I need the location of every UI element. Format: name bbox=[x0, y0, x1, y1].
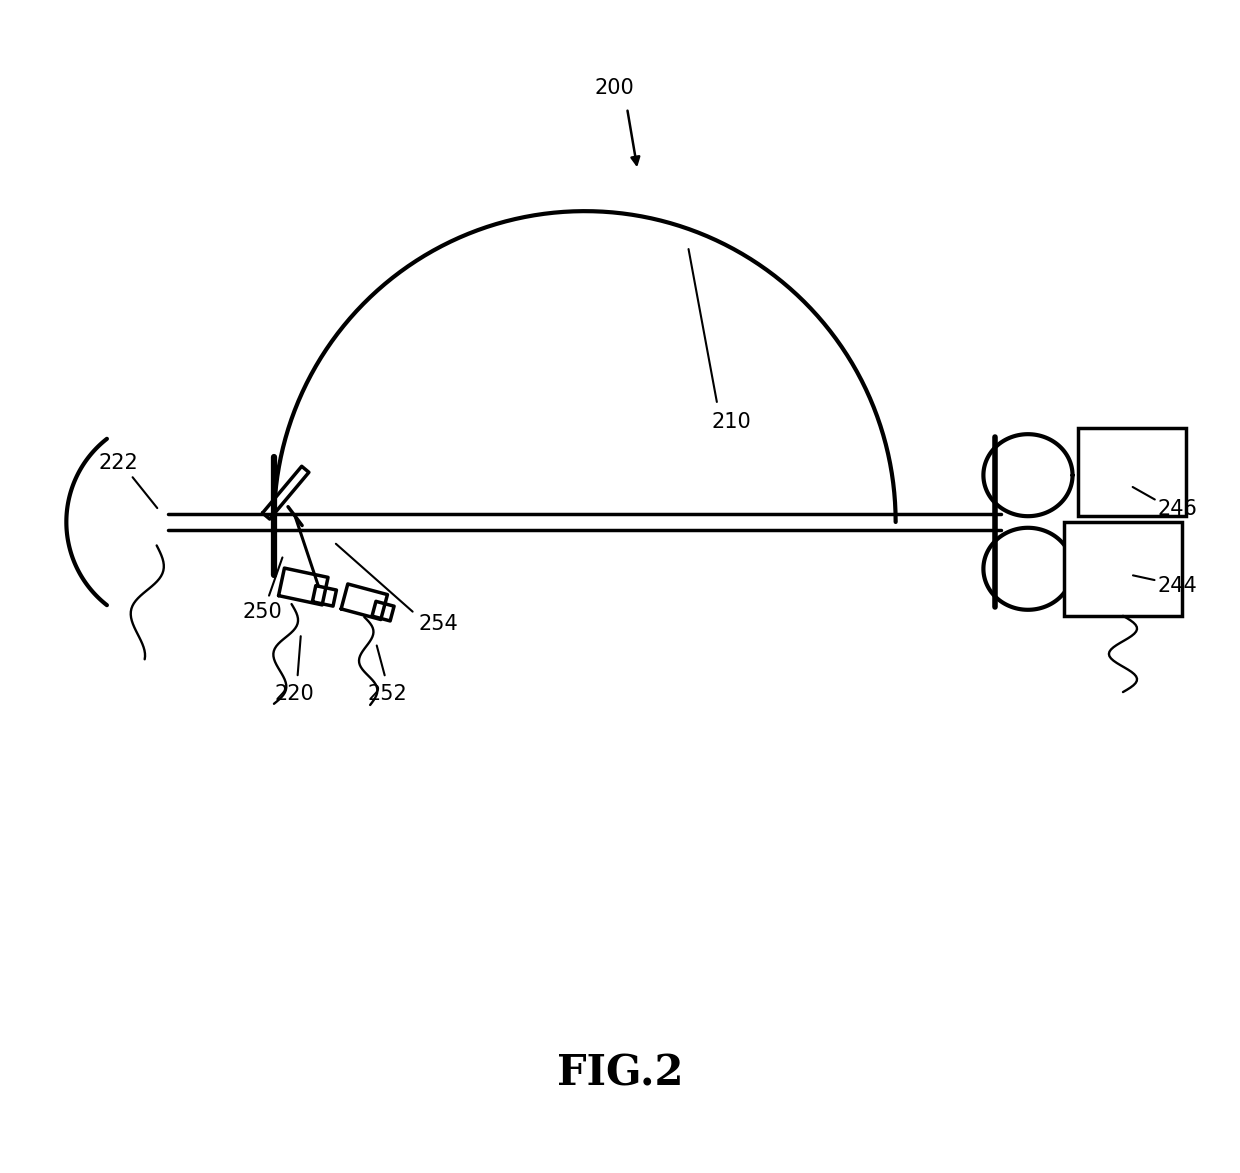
Text: 210: 210 bbox=[712, 412, 751, 433]
Text: 220: 220 bbox=[274, 684, 314, 705]
Text: 244: 244 bbox=[1157, 576, 1197, 597]
Text: 200: 200 bbox=[594, 77, 634, 99]
Text: 222: 222 bbox=[98, 453, 138, 474]
Text: 252: 252 bbox=[368, 684, 408, 705]
Text: 246: 246 bbox=[1157, 499, 1197, 520]
Bar bbox=[1064, 522, 1182, 616]
Text: 250: 250 bbox=[242, 602, 283, 623]
Text: 254: 254 bbox=[418, 613, 458, 635]
Text: FIG.2: FIG.2 bbox=[557, 1052, 683, 1094]
Bar bbox=[1079, 428, 1187, 516]
